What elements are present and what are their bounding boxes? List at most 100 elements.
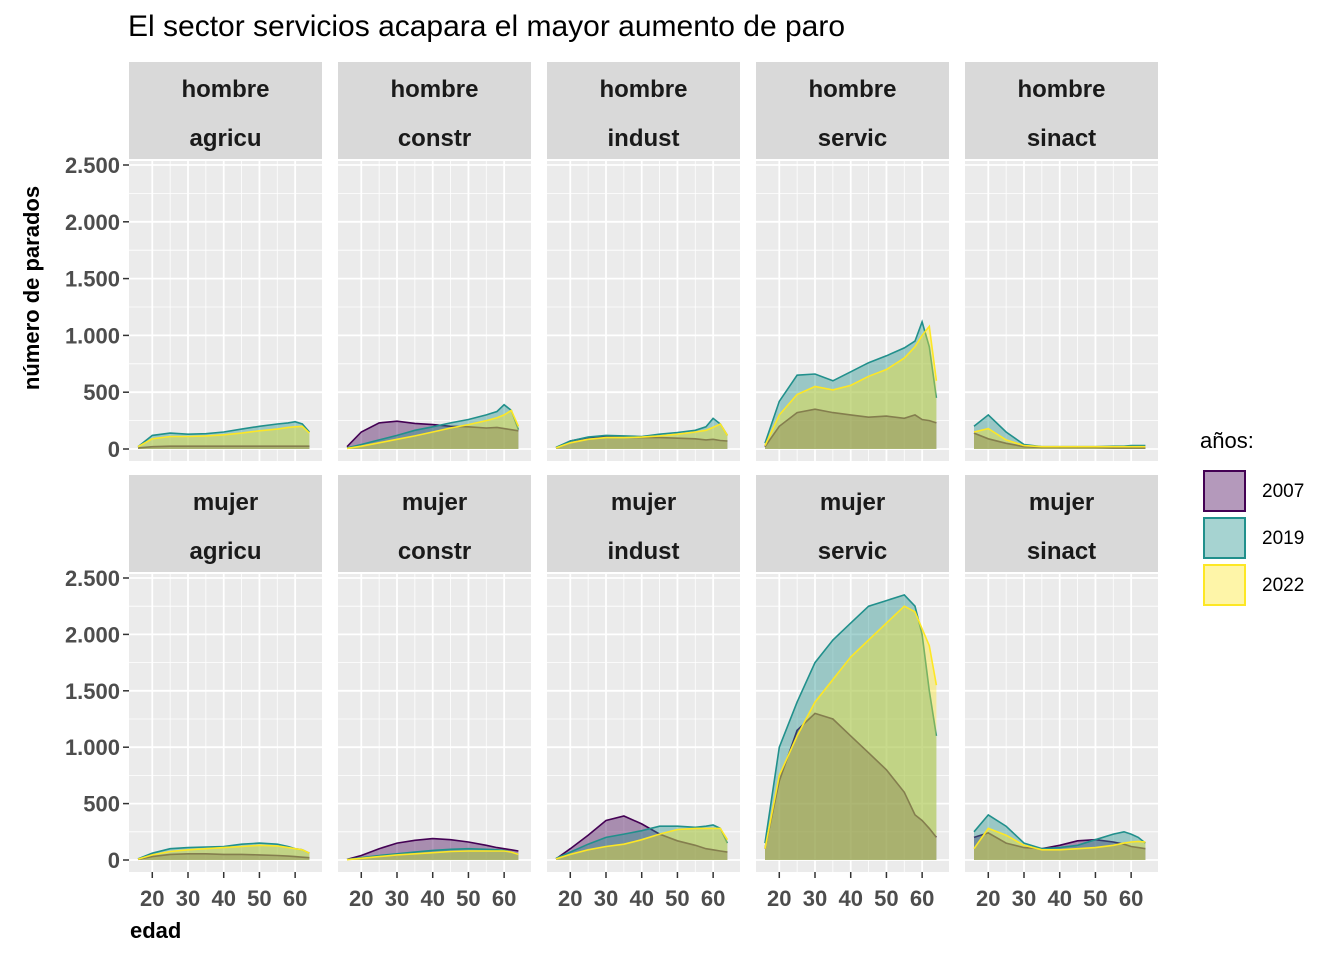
facet-label-sector: agricu (189, 125, 261, 152)
x-tick-label: 40 (211, 886, 235, 911)
facet-label-sector: indust (608, 125, 680, 152)
facet-label-sector: sinact (1027, 125, 1096, 152)
x-tick-label: 30 (385, 886, 409, 911)
y-tick-label: 0 (108, 848, 120, 873)
facet-label-sexo: hombre (599, 76, 687, 103)
line-2022 (346, 850, 519, 861)
line-2019 (764, 593, 938, 844)
x-tick-label: 20 (976, 886, 1000, 911)
line-2019 (346, 403, 520, 449)
y-tick-label: 500 (83, 380, 120, 405)
facet-panel-mujer-indust (547, 574, 740, 872)
facet-strip-hombre-agricu (129, 62, 322, 159)
y-tick-label: 2.500 (65, 153, 120, 178)
facet-label-sexo: hombre (1017, 76, 1105, 103)
facet-label-sexo: mujer (611, 489, 676, 516)
legend-label-2022: 2022 (1262, 575, 1305, 596)
line-2019 (973, 813, 1146, 850)
x-tick-label: 40 (629, 886, 653, 911)
line-2007 (764, 408, 937, 448)
line-2022 (973, 427, 1146, 448)
facet-panel-hombre-indust (547, 161, 740, 461)
area-2019 (556, 418, 728, 449)
facet-label-sexo: hombre (390, 76, 478, 103)
line-2022 (973, 827, 1146, 851)
x-tick-label: 50 (874, 886, 898, 911)
line-2022 (137, 425, 310, 448)
legend-label-2007: 2007 (1262, 481, 1305, 502)
area-2022 (765, 606, 937, 860)
facet-label-sexo: hombre (181, 76, 269, 103)
x-tick-label: 50 (247, 886, 271, 911)
area-2022 (138, 845, 310, 860)
area-2007 (974, 832, 1146, 860)
x-tick-label: 60 (1119, 886, 1143, 911)
x-tick-label: 20 (349, 886, 373, 911)
facet-panel-mujer-sinact (965, 574, 1158, 872)
area-2022 (138, 426, 310, 449)
line-2007 (346, 837, 519, 861)
x-tick-label: 50 (1083, 886, 1107, 911)
x-tick-label: 50 (665, 886, 689, 911)
y-tick-label: 0 (108, 437, 120, 462)
x-tick-label: 40 (838, 886, 862, 911)
y-tick-label: 1.000 (65, 735, 120, 760)
legend-key-bg (1203, 470, 1246, 512)
line-2022 (764, 324, 938, 446)
area-2022 (556, 424, 728, 449)
area-2019 (138, 843, 310, 860)
legend-title: años: (1200, 428, 1254, 453)
facet-panel-mujer-constr (338, 574, 531, 872)
area-2019 (974, 814, 1146, 860)
x-tick-label: 30 (1012, 886, 1036, 911)
y-tick-label: 2.000 (65, 210, 120, 235)
area-2022 (347, 410, 519, 449)
y-tick-label: 500 (83, 792, 120, 817)
x-tick-label: 60 (910, 886, 934, 911)
facet-panel-mujer-agricu (129, 574, 322, 872)
facet-strip-mujer-indust (547, 475, 740, 572)
x-tick-label: 40 (1047, 886, 1071, 911)
x-tick-label: 30 (803, 886, 827, 911)
area-2022 (347, 851, 519, 860)
x-tick-label: 20 (558, 886, 582, 911)
area-2022 (556, 828, 728, 860)
y-tick-label: 1.500 (65, 679, 120, 704)
line-2019 (555, 824, 729, 860)
legend-key-2019 (1203, 517, 1246, 559)
x-tick-label: 60 (283, 886, 307, 911)
area-2007 (974, 433, 1146, 449)
area-2022 (765, 326, 937, 449)
x-tick-label: 20 (140, 886, 164, 911)
line-2019 (555, 417, 729, 449)
y-tick-label: 1.000 (65, 323, 120, 348)
line-2007 (137, 445, 310, 449)
area-2007 (765, 713, 937, 860)
facet-label-sector: servic (818, 125, 887, 152)
x-tick-label: 60 (701, 886, 725, 911)
line-2022 (346, 409, 520, 450)
line-2022 (137, 844, 310, 860)
line-2022 (555, 827, 729, 860)
facet-label-sexo: mujer (1029, 489, 1094, 516)
facet-strip-hombre-servic (756, 62, 949, 159)
area-2007 (556, 436, 728, 449)
x-tick-label: 20 (767, 886, 791, 911)
area-2019 (556, 825, 728, 860)
legend-key-2022 (1203, 564, 1246, 606)
facet-strip-mujer-agricu (129, 475, 322, 572)
line-2022 (764, 605, 938, 849)
facet-label-sector: agricu (189, 538, 261, 565)
line-2022 (555, 422, 729, 449)
facet-panel-hombre-constr (338, 161, 531, 461)
x-axis-label: edad (130, 918, 182, 943)
legend-key-bg (1203, 564, 1246, 606)
legend-key-2007 (1203, 470, 1246, 512)
x-tick-label: 60 (492, 886, 516, 911)
facet-strip-mujer-sinact (965, 475, 1158, 572)
area-2022 (974, 828, 1146, 860)
line-2007 (137, 852, 310, 861)
y-tick-label: 1.500 (65, 267, 120, 292)
